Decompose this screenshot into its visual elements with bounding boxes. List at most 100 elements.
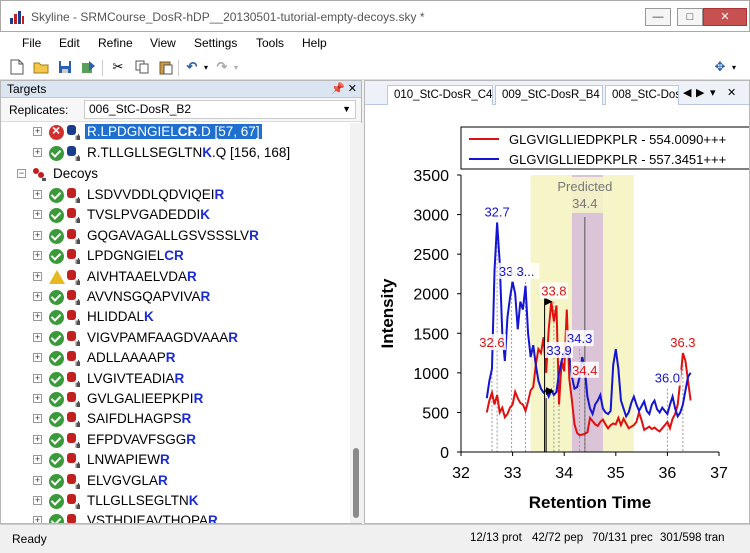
expand-icon[interactable]: + xyxy=(33,372,42,383)
decoy-sequence: LNWAPIEWR xyxy=(87,452,170,468)
menu-settings[interactable]: Settings xyxy=(194,36,238,50)
expand-icon[interactable]: + xyxy=(33,393,42,403)
decoy-peptide-icon: ıılı xyxy=(67,452,83,470)
toolbar-separator xyxy=(178,60,179,76)
menu-edit[interactable]: Edit xyxy=(59,36,80,50)
decoy-sequence: HLIDDALK xyxy=(87,309,154,325)
pin-icon[interactable]: 📌 xyxy=(331,83,345,95)
expand-icon[interactable]: + xyxy=(33,352,42,363)
expand-icon[interactable]: + xyxy=(33,454,42,465)
redo-icon[interactable]: ↷ xyxy=(216,59,228,74)
decoys-label: Decoys xyxy=(53,166,99,181)
tree-row-decoy[interactable]: + ıılı TVSLPVGADEDDIK xyxy=(1,206,349,226)
tree-row-decoy[interactable]: + ıılı VIGVPAMFAAGDVAAAR xyxy=(1,329,349,349)
tree-row-decoy[interactable]: + ıılı ADLLAAAAPR xyxy=(1,349,349,369)
tab-replicate[interactable]: 008_StC-Dos xyxy=(605,85,679,105)
status-bar: Ready 12/13 prot 42/72 pep 70/131 prec 3… xyxy=(0,524,750,553)
peak-rt-label: 34.3 xyxy=(567,331,592,346)
peak-rt-label: 33.8 xyxy=(541,284,566,299)
undo-dropdown-icon[interactable]: ▾ xyxy=(203,62,208,72)
copy-icon[interactable] xyxy=(134,59,150,75)
minimize-button[interactable]: — xyxy=(645,8,671,26)
tree-row-decoy[interactable]: + ıılı VSTHDIEAVTHQPAR xyxy=(1,512,349,523)
expand-icon[interactable]: + xyxy=(33,474,42,485)
menu-tools[interactable]: Tools xyxy=(256,36,285,50)
expand-icon[interactable]: + xyxy=(33,331,42,342)
tree-row-decoy[interactable]: + ıılı AVVNSGQAPVIVAR xyxy=(1,288,349,308)
legend-entry: GLGVIGLLIEDPKPLR - 554.0090+++ xyxy=(509,132,726,147)
tree-row-decoy[interactable]: + ıılı GQGAVAGALLGSVSSSLVR xyxy=(1,227,349,247)
y-tick-label: 3500 xyxy=(413,168,449,185)
targets-panel: Targets 📌 ✕ Replicates: 006_StC-DosR_B2 … xyxy=(0,80,362,524)
settings-icon[interactable]: ✥ xyxy=(714,59,726,74)
scrollbar-thumb[interactable] xyxy=(353,448,359,518)
tab-replicate[interactable]: 009_StC-DosR_B4 xyxy=(495,85,603,105)
open-folder-icon[interactable] xyxy=(33,59,49,75)
expand-icon[interactable]: + xyxy=(33,291,42,301)
tree-row-decoy[interactable]: + ıılı LSDVVDDLQDVIQEIR xyxy=(1,186,349,206)
replicate-tabs: 010_StC-DosR_C4 009_StC-DosR_B4 008_StC-… xyxy=(365,81,749,105)
expand-icon[interactable]: + xyxy=(33,495,42,505)
import-icon[interactable] xyxy=(81,59,97,75)
tree-row-decoy[interactable]: + ıılı LNWAPIEWR xyxy=(1,451,349,471)
new-document-icon[interactable] xyxy=(9,59,25,75)
undo-icon[interactable]: ↶ xyxy=(186,59,198,74)
expand-icon[interactable]: + xyxy=(33,433,42,444)
expand-icon[interactable]: + xyxy=(33,413,42,424)
tree-row-decoys[interactable]: − Decoys xyxy=(1,165,349,185)
menu-refine[interactable]: Refine xyxy=(98,36,133,50)
expand-icon[interactable]: + xyxy=(33,229,42,240)
tree-row-decoy[interactable]: + ıılı LVGIVTEADIAR xyxy=(1,370,349,390)
tree-row-decoy[interactable]: + ıılı LPDGNGIELCR xyxy=(1,247,349,267)
expand-icon[interactable]: + xyxy=(33,209,42,220)
paste-icon[interactable] xyxy=(158,59,174,75)
expand-icon[interactable]: + xyxy=(33,311,42,322)
tree-row-peptide[interactable]: + ıılı R.TLLGLLSEGLTNK.Q [156, 168] xyxy=(1,144,349,164)
maximize-button[interactable]: □ xyxy=(677,8,703,26)
menu-help[interactable]: Help xyxy=(302,36,327,50)
expand-icon[interactable]: + xyxy=(33,250,42,261)
cut-icon[interactable]: ✂ xyxy=(112,59,124,74)
tree-row-decoy[interactable]: + ıılı TLLGLLSEGLTNK xyxy=(1,492,349,512)
tab-replicate[interactable]: 010_StC-DosR_C4 xyxy=(387,85,493,105)
close-button[interactable]: ✕ xyxy=(703,8,747,26)
y-tick-label: 500 xyxy=(422,405,449,422)
redo-dropdown-icon[interactable]: ▾ xyxy=(233,62,238,72)
ok-status-icon xyxy=(49,371,64,387)
targets-panel-header: Targets 📌 ✕ xyxy=(1,81,361,98)
tab-close-icon[interactable]: ✕ xyxy=(727,87,737,99)
decoy-peptide-icon: ıılı xyxy=(67,391,83,409)
tree-row-decoy[interactable]: + ıılı GVLGALIEEPKPIR xyxy=(1,390,349,410)
expand-icon[interactable]: + xyxy=(33,126,42,136)
x-tick-label: 33 xyxy=(504,465,522,482)
tree-row-decoy[interactable]: + ıılı HLIDDALK xyxy=(1,308,349,328)
decoy-peptide-icon: ıılı xyxy=(67,350,83,368)
decoy-sequence: LVGIVTEADIAR xyxy=(87,370,185,386)
replicates-dropdown[interactable]: 006_StC-DosR_B2 ▼ xyxy=(84,100,356,119)
tree-row-decoy[interactable]: + ıılı AIVHTAAELVDAR xyxy=(1,268,349,288)
expand-icon[interactable]: + xyxy=(33,189,42,199)
chromatogram-chart[interactable]: Predicted34.432.733.03...33.834.333.934.… xyxy=(365,105,749,523)
collapse-icon[interactable]: − xyxy=(17,168,26,178)
save-icon[interactable] xyxy=(57,59,73,75)
tree-row-decoy[interactable]: + ıılı SAIFDLHAGPSR xyxy=(1,410,349,430)
chromatogram-panel: 010_StC-DosR_C4 009_StC-DosR_B4 008_StC-… xyxy=(364,80,750,524)
tree-row-decoy[interactable]: + ıılı ELVGVGLAR xyxy=(1,472,349,492)
decoy-peptide-icon: ıılı xyxy=(67,371,83,389)
expand-icon[interactable]: + xyxy=(33,270,42,281)
tab-prev-icon[interactable]: ◀ xyxy=(683,87,692,99)
menu-file[interactable]: File xyxy=(22,36,42,50)
tree-row-peptide[interactable]: + ıılı R.LPDGNGIELCR.D [57, 67] xyxy=(1,123,349,143)
ok-status-icon xyxy=(49,412,64,428)
tab-list-icon[interactable]: ▾ xyxy=(710,87,716,99)
tree-scrollbar[interactable] xyxy=(350,123,362,523)
close-panel-icon[interactable]: ✕ xyxy=(347,83,357,95)
settings-dropdown-icon[interactable]: ▾ xyxy=(731,62,736,72)
expand-icon[interactable]: + xyxy=(33,516,42,523)
expand-icon[interactable]: + xyxy=(33,147,42,157)
tree-row-decoy[interactable]: + ıılı EFPDVAVFSGGR xyxy=(1,431,349,451)
decoy-peptide-icon: ıılı xyxy=(67,289,83,307)
menu-view[interactable]: View xyxy=(150,36,176,50)
tab-next-icon[interactable]: ▶ xyxy=(696,87,705,99)
peak-rt-label: 3... xyxy=(516,264,534,279)
